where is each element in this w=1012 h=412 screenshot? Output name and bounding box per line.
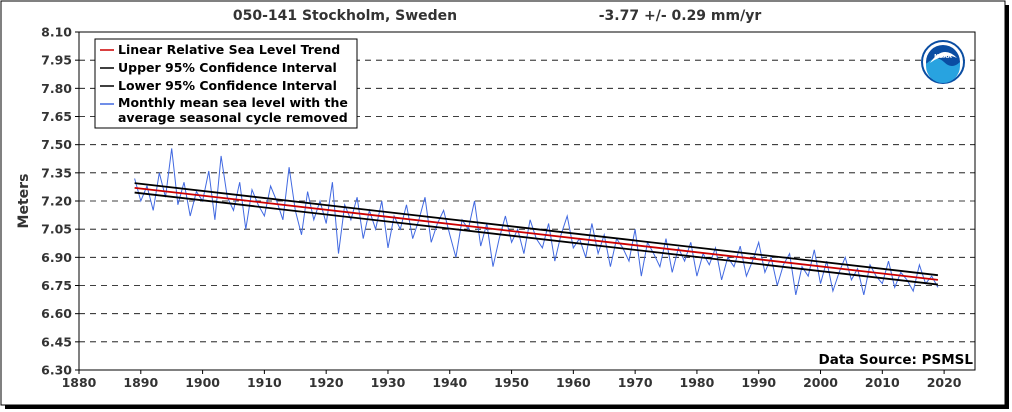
- x-tick-label-4: 1920: [309, 375, 344, 390]
- logo-text: NOAA: [934, 54, 952, 60]
- legend-label-monthly-line1: Monthly mean sea level with the: [118, 95, 348, 110]
- x-tick-label-14: 2020: [927, 375, 962, 390]
- x-tick-label-7: 1950: [494, 375, 529, 390]
- y-tick-label-9: 7.65: [41, 109, 72, 124]
- y-axis-label: Meters: [16, 174, 32, 229]
- legend-label-upper: Upper 95% Confidence Interval: [118, 60, 337, 75]
- trend-rate: -3.77 +/- 0.29 mm/yr: [599, 8, 762, 24]
- legend: Linear Relative Sea Level Trend Upper 95…: [94, 38, 358, 129]
- y-tick-label-12: 8.10: [41, 25, 72, 40]
- y-axis-ticks: 6.30 6.45 6.60 6.75 6.90 7.05 7.20 7.35 7.50 7.65…: [41, 25, 79, 378]
- plot-area: [78, 31, 976, 371]
- legend-box: [94, 38, 358, 129]
- y-tick-label-8: 7.50: [41, 137, 72, 152]
- legend-label-monthly: Monthly mean sea level with the average …: [118, 95, 352, 125]
- x-tick-label-9: 1970: [618, 375, 653, 390]
- x-tick-label-5: 1930: [371, 375, 406, 390]
- x-tick-label-3: 1910: [247, 375, 282, 390]
- y-tick-label-7: 7.35: [41, 165, 72, 180]
- series-lower-ci-line: [134, 191, 939, 286]
- x-tick-label-13: 2010: [865, 375, 900, 390]
- series-upper-ci-line: [134, 182, 939, 277]
- y-tick-label-3: 6.75: [41, 278, 72, 293]
- legend-label-monthly-line2: average seasonal cycle removed: [118, 110, 348, 125]
- y-tick-label-1: 6.45: [41, 334, 72, 349]
- x-tick-label-1: 1890: [123, 375, 158, 390]
- x-tick-label-8: 1960: [556, 375, 591, 390]
- y-tick-label-11: 7.95: [41, 53, 72, 68]
- logo-wave: [926, 58, 960, 83]
- legend-label-lower: Lower 95% Confidence Interval: [118, 78, 337, 93]
- x-tick-label-0: 1880: [62, 375, 97, 390]
- noaa-logo-icon: NOAA: [921, 40, 965, 84]
- station-title: 050-141 Stockholm, Sweden: [233, 8, 457, 24]
- data-source-note: Data Source: PSMSL: [819, 352, 974, 368]
- series-layer: [134, 148, 939, 296]
- y-tick-label-2: 6.60: [41, 306, 72, 321]
- y-tick-label-10: 7.80: [41, 81, 72, 96]
- y-tick-label-6: 7.20: [41, 194, 72, 209]
- legend-label-trend: Linear Relative Sea Level Trend: [118, 42, 340, 57]
- y-tick-label-0: 6.30: [41, 363, 72, 378]
- x-tick-label-12: 2000: [803, 375, 838, 390]
- x-tick-label-10: 1980: [680, 375, 715, 390]
- x-tick-label-11: 1990: [741, 375, 776, 390]
- logo-bird: [930, 52, 957, 63]
- x-axis-ticks: 1880 1890 1900 1910 1920 1930 1940 1950 1960 1970…: [62, 370, 962, 390]
- series-trend-line: [134, 186, 939, 281]
- y-tick-label-4: 6.90: [41, 250, 72, 265]
- y-tick-label-5: 7.05: [41, 222, 72, 237]
- x-tick-label-2: 1900: [185, 375, 220, 390]
- x-tick-label-6: 1940: [432, 375, 467, 390]
